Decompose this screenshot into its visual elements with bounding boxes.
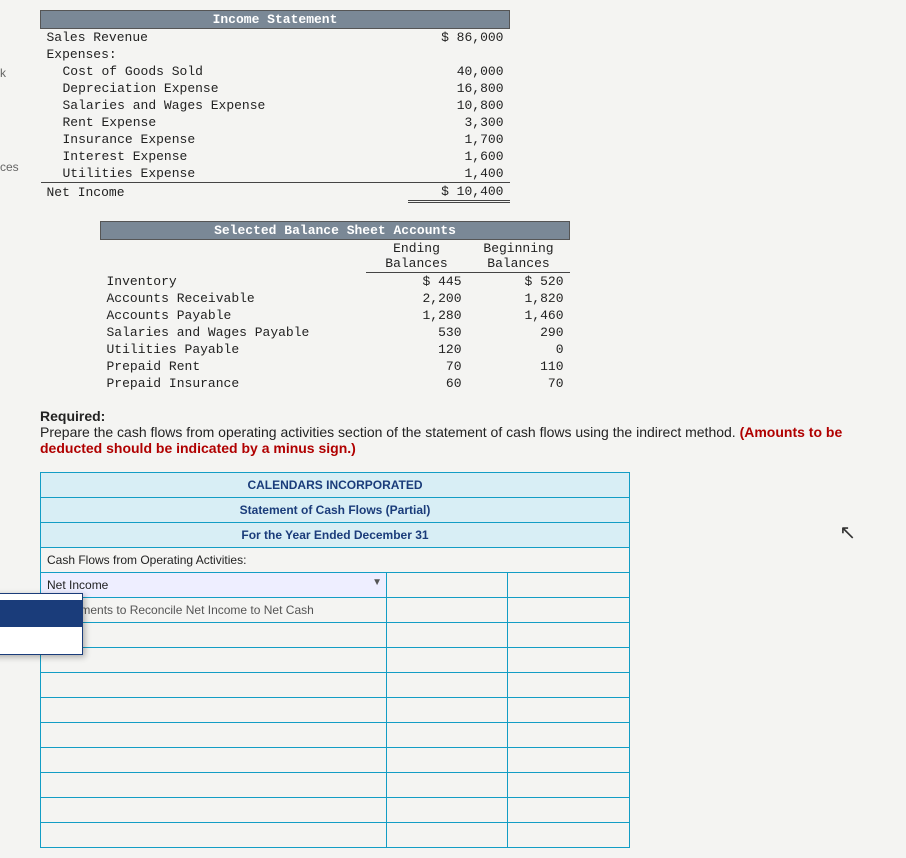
ws-amount-cell[interactable] bbox=[508, 698, 630, 723]
ws-amount-cell[interactable] bbox=[386, 723, 508, 748]
income-row-label: Sales Revenue bbox=[41, 29, 408, 47]
dropdown-option-net-loss[interactable]: Net Loss bbox=[0, 627, 82, 654]
bsheet-col-ending: Ending Balances bbox=[366, 240, 468, 273]
ws-statement: Statement of Cash Flows (Partial) bbox=[41, 498, 630, 523]
ws-amount-cell[interactable] bbox=[386, 773, 508, 798]
dropdown-list: Net Income Net Loss bbox=[0, 593, 83, 655]
income-row-label: Depreciation Expense bbox=[41, 80, 408, 97]
net-income-amount: $ 10,400 bbox=[408, 183, 510, 202]
income-row-amount: 16,800 bbox=[408, 80, 510, 97]
ws-amount-cell[interactable] bbox=[386, 748, 508, 773]
ws-amount-cell[interactable] bbox=[508, 573, 630, 598]
ws-line-item-dropdown[interactable]: Net Income ▼ Net Income Net Loss bbox=[41, 573, 387, 598]
required-heading: Required: bbox=[40, 408, 105, 424]
bsheet-beginning: 290 bbox=[468, 324, 570, 341]
bsheet-ending: $ 445 bbox=[366, 273, 468, 291]
ws-amount-cell[interactable] bbox=[386, 798, 508, 823]
income-title: Income Statement bbox=[41, 11, 510, 29]
bsheet-beginning: 1,460 bbox=[468, 307, 570, 324]
cashflow-worksheet: CALENDARS INCORPORATED Statement of Cash… bbox=[40, 472, 630, 848]
required-section: Required: Prepare the cash flows from op… bbox=[40, 408, 886, 456]
ws-line-item-cell[interactable] bbox=[41, 623, 387, 648]
bsheet-beginning: 70 bbox=[468, 375, 570, 392]
left-margin-fragments: k ces bbox=[0, 60, 19, 180]
ws-company: CALENDARS INCORPORATED bbox=[41, 473, 630, 498]
income-row-amount: 1,400 bbox=[408, 165, 510, 183]
bsheet-beginning: 1,820 bbox=[468, 290, 570, 307]
ws-line-item-cell[interactable] bbox=[41, 723, 387, 748]
bsheet-row-label: Utilities Payable bbox=[101, 341, 366, 358]
bsheet-ending: 70 bbox=[366, 358, 468, 375]
income-statement-table: Income Statement Sales Revenue$ 86,000Ex… bbox=[40, 10, 510, 203]
ws-amount-cell[interactable] bbox=[386, 648, 508, 673]
ws-cfo-header: Cash Flows from Operating Activities: bbox=[41, 548, 630, 573]
income-row-amount: 40,000 bbox=[408, 63, 510, 80]
bsheet-ending: 2,200 bbox=[366, 290, 468, 307]
ws-amount-cell[interactable] bbox=[508, 623, 630, 648]
income-row-amount: $ 86,000 bbox=[408, 29, 510, 47]
dropdown-option-net-income[interactable]: Net Income bbox=[0, 600, 82, 627]
ws-line-item-cell[interactable] bbox=[41, 698, 387, 723]
ws-adjustments-label: Adjustments to Reconcile Net Income to N… bbox=[41, 598, 387, 623]
ws-amount-cell[interactable] bbox=[508, 748, 630, 773]
bsheet-ending: 1,280 bbox=[366, 307, 468, 324]
cursor-icon: ↖ bbox=[839, 520, 856, 546]
ws-amount-cell[interactable] bbox=[386, 698, 508, 723]
income-row-amount: 10,800 bbox=[408, 97, 510, 114]
income-row-amount bbox=[408, 46, 510, 63]
bsheet-col-beginning: Beginning Balances bbox=[468, 240, 570, 273]
income-row-label: Expenses: bbox=[41, 46, 408, 63]
income-row-amount: 1,600 bbox=[408, 148, 510, 165]
ws-amount-cell[interactable] bbox=[508, 823, 630, 848]
ws-period: For the Year Ended December 31 bbox=[41, 523, 630, 548]
bsheet-row-label: Accounts Payable bbox=[101, 307, 366, 324]
bsheet-ending: 530 bbox=[366, 324, 468, 341]
ws-amount-cell[interactable] bbox=[386, 823, 508, 848]
ws-amount-cell[interactable] bbox=[508, 773, 630, 798]
dropdown-value: Net Income bbox=[47, 578, 108, 592]
bsheet-row-label: Inventory bbox=[101, 273, 366, 291]
income-row-label: Salaries and Wages Expense bbox=[41, 97, 408, 114]
income-row-label: Cost of Goods Sold bbox=[41, 63, 408, 80]
ws-amount-cell[interactable] bbox=[386, 573, 508, 598]
balance-sheet-table: Selected Balance Sheet Accounts Ending B… bbox=[100, 221, 570, 392]
income-row-label: Utilities Expense bbox=[41, 165, 408, 183]
income-row-amount: 3,300 bbox=[408, 114, 510, 131]
income-row-label: Interest Expense bbox=[41, 148, 408, 165]
bsheet-title: Selected Balance Sheet Accounts bbox=[101, 222, 570, 240]
bsheet-row-label: Prepaid Rent bbox=[101, 358, 366, 375]
bsheet-beginning: 110 bbox=[468, 358, 570, 375]
ws-line-item-cell[interactable] bbox=[41, 748, 387, 773]
ws-amount-cell[interactable] bbox=[508, 673, 630, 698]
ws-amount-cell[interactable] bbox=[508, 723, 630, 748]
ws-line-item-cell[interactable] bbox=[41, 673, 387, 698]
ws-amount-cell[interactable] bbox=[508, 798, 630, 823]
ws-line-item-cell[interactable] bbox=[41, 798, 387, 823]
ws-amount-cell[interactable] bbox=[386, 598, 508, 623]
bsheet-ending: 120 bbox=[366, 341, 468, 358]
ws-amount-cell[interactable] bbox=[386, 623, 508, 648]
required-body: Prepare the cash flows from operating ac… bbox=[40, 424, 740, 440]
income-row-label: Rent Expense bbox=[41, 114, 408, 131]
ws-amount-cell[interactable] bbox=[508, 648, 630, 673]
ws-line-item-cell[interactable] bbox=[41, 648, 387, 673]
ws-amount-cell[interactable] bbox=[508, 598, 630, 623]
income-row-amount: 1,700 bbox=[408, 131, 510, 148]
ws-line-item-cell[interactable] bbox=[41, 773, 387, 798]
bsheet-beginning: $ 520 bbox=[468, 273, 570, 291]
bsheet-row-label: Prepaid Insurance bbox=[101, 375, 366, 392]
ws-amount-cell[interactable] bbox=[386, 673, 508, 698]
ws-line-item-cell[interactable] bbox=[41, 823, 387, 848]
bsheet-ending: 60 bbox=[366, 375, 468, 392]
bsheet-row-label: Salaries and Wages Payable bbox=[101, 324, 366, 341]
chevron-down-icon: ▼ bbox=[372, 577, 382, 588]
bsheet-beginning: 0 bbox=[468, 341, 570, 358]
bsheet-row-label: Accounts Receivable bbox=[101, 290, 366, 307]
net-income-label: Net Income bbox=[41, 183, 408, 202]
income-row-label: Insurance Expense bbox=[41, 131, 408, 148]
